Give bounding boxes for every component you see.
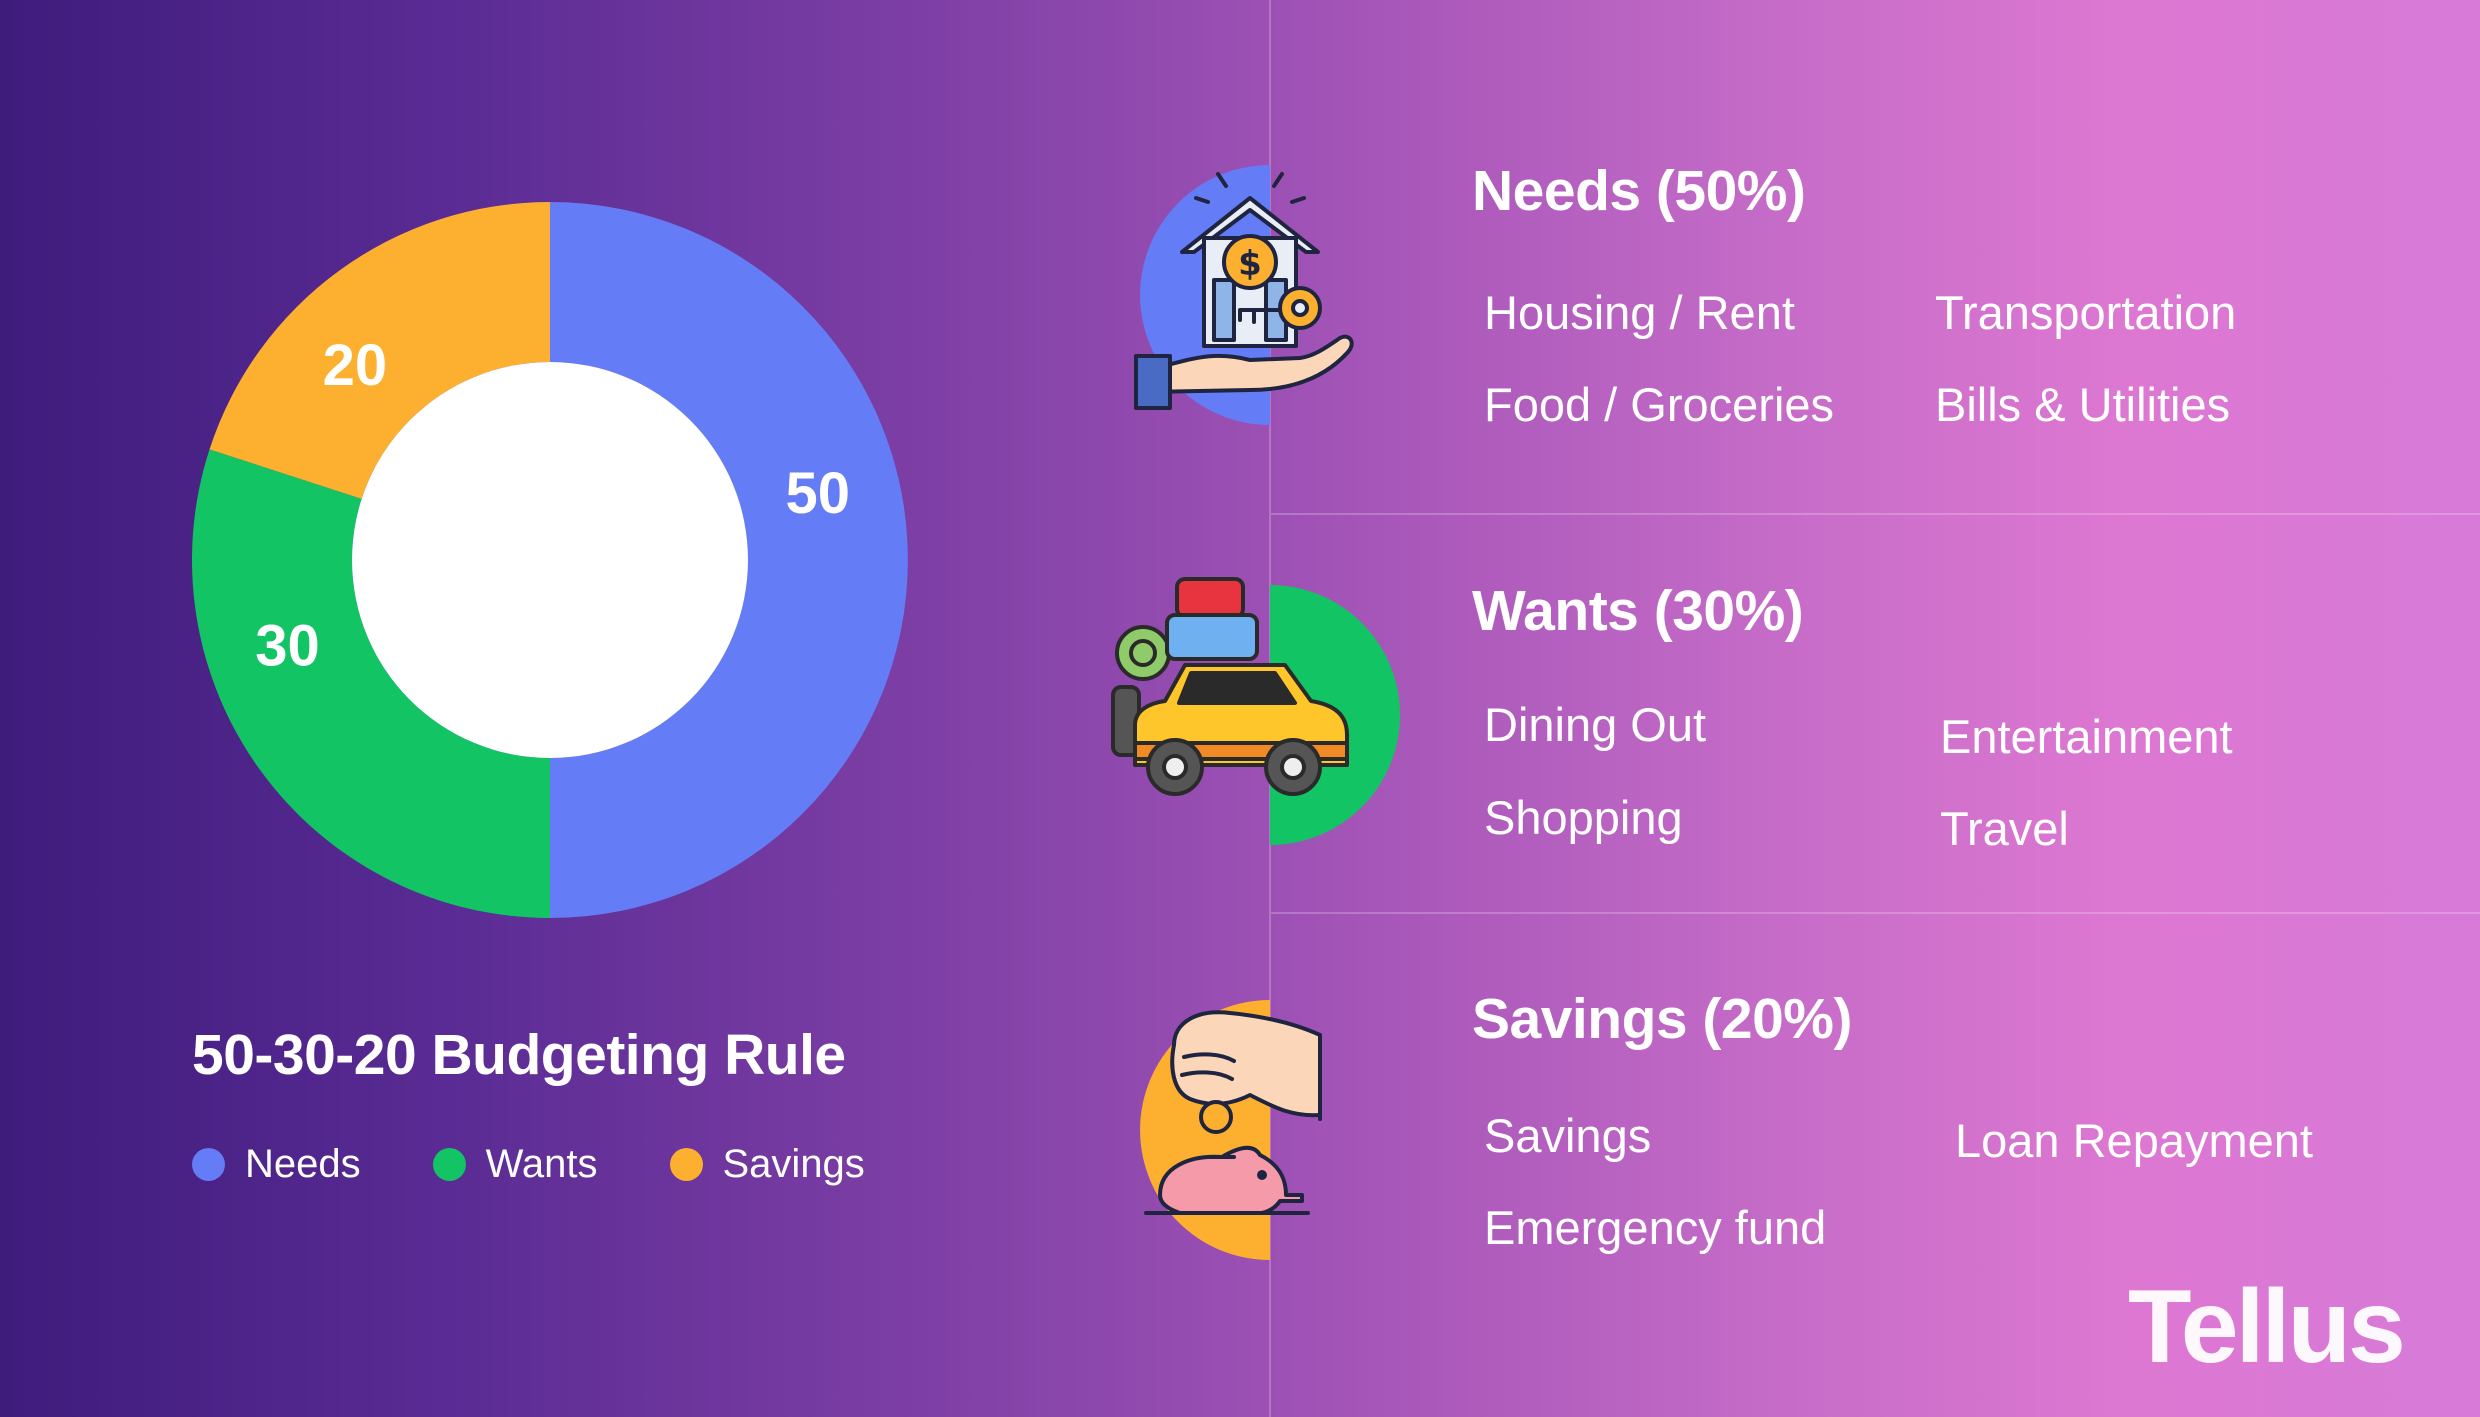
piggy-bank-coin-icon — [1130, 995, 1380, 1270]
legend-item-needs: Needs — [192, 1142, 361, 1187]
donut-hole — [352, 362, 748, 758]
donut-slice-needs — [550, 202, 908, 918]
needs-section: Needs (50%) — [1470, 158, 2430, 224]
wants-item-entertainment: Entertainment — [1940, 710, 2233, 763]
wants-item-travel: Travel — [1940, 802, 2069, 855]
chart-title: 50-30-20 Budgeting Rule — [192, 1023, 846, 1087]
needs-title: Needs (50%) — [1472, 159, 1806, 223]
donut-label-needs: 50 — [786, 461, 851, 526]
needs-item-food: Food / Groceries — [1484, 378, 1835, 431]
donut-slice-savings — [209, 202, 550, 499]
legend-item-wants: Wants — [432, 1142, 598, 1187]
savings-title: Savings (20%) — [1472, 987, 1852, 1051]
needs-item-bills: Bills & Utilities — [1935, 378, 2231, 431]
legend-label-wants: Wants — [485, 1142, 598, 1186]
tellus-logo: Tellus — [2128, 1269, 2406, 1385]
needs-item-housing: Housing / Rent — [1484, 286, 1795, 339]
legend-dot-needs — [192, 1148, 225, 1181]
savings-section: Savings (20%) — [1470, 986, 2430, 1052]
donut-slice-wants — [192, 449, 551, 918]
section-divider — [1271, 912, 2480, 914]
legend-label-savings: Savings — [722, 1142, 865, 1186]
chart-legend: Needs Wants Savings — [192, 1142, 937, 1187]
wants-section: Wants (30%) — [1470, 578, 2430, 644]
wants-item-dining: Dining Out — [1484, 698, 1707, 751]
legend-dot-wants — [432, 1148, 466, 1181]
donut-label-savings: 20 — [323, 333, 388, 398]
house-key-hand-icon: $ — [1130, 160, 1380, 435]
donut-chart: 50 30 20 — [192, 202, 908, 918]
donut-label-wants: 30 — [255, 613, 320, 678]
legend-item-savings: Savings — [669, 1142, 865, 1187]
wants-title: Wants (30%) — [1472, 579, 1804, 643]
needs-item-transportation: Transportation — [1935, 286, 2237, 339]
savings-item-emergency: Emergency fund — [1484, 1201, 1827, 1254]
section-divider — [1271, 513, 2480, 515]
legend-dot-savings — [669, 1148, 703, 1181]
car-luggage-icon — [1095, 575, 1415, 850]
svg-text:$: $ — [1238, 244, 1262, 284]
savings-item-loan: Loan Repayment — [1955, 1114, 2313, 1167]
wants-item-shopping: Shopping — [1484, 791, 1683, 844]
legend-label-needs: Needs — [245, 1142, 361, 1186]
savings-item-savings: Savings — [1484, 1109, 1652, 1162]
